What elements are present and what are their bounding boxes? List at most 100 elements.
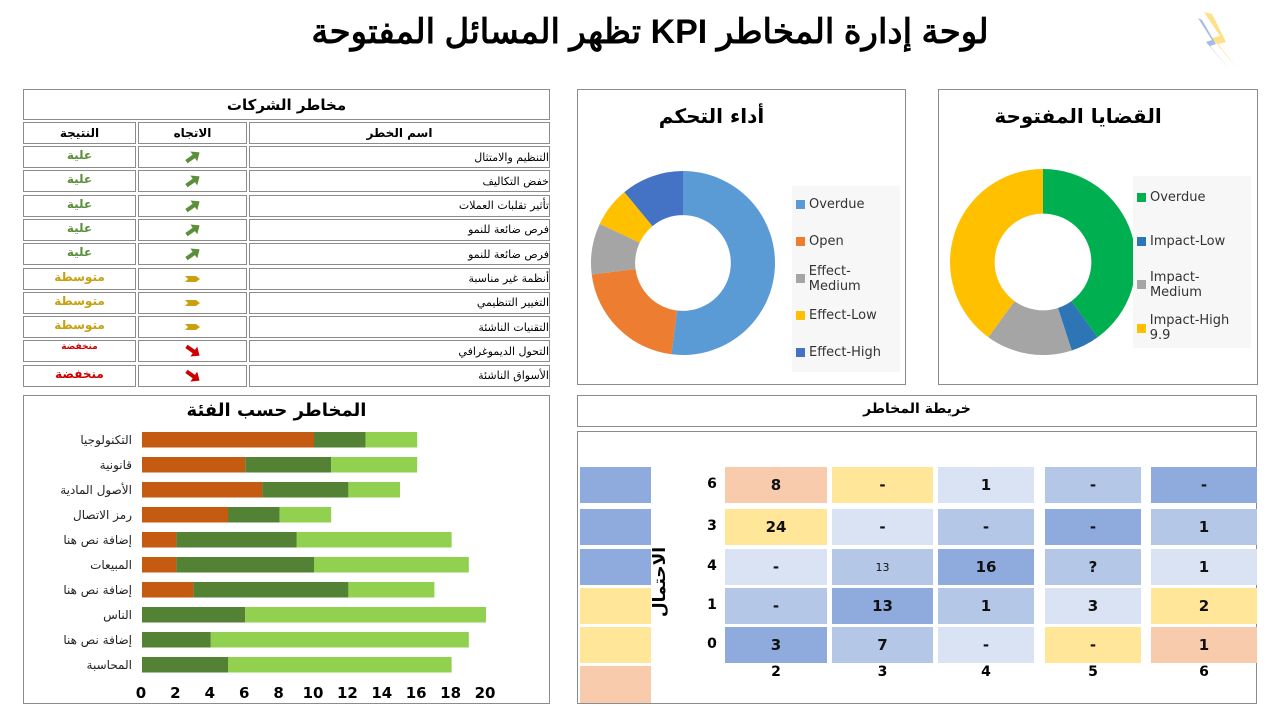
risk-map-title: خريطة المخاطر [863,401,971,417]
page-title: لوحة إدارة المخاطر KPI تظهر المسائل المف… [311,13,989,51]
legend-item: Open [792,223,900,260]
bar-segment [142,457,246,473]
risk-table-title: مخاطر الشركات [23,89,550,120]
heatmap-cell: 2 [1151,588,1257,624]
bar-segment [176,532,297,548]
legend-label: Effect-Medium [808,263,861,294]
trend-cell [138,316,247,339]
x-tick-label: 10 [303,684,324,702]
legend-label: Impact-High 9.9 [1149,313,1230,344]
result-value: منخفضة [23,364,136,387]
risk-map-title-box: خريطة المخاطر [577,395,1257,427]
bar-chart-title: المخاطر حسب الفئة [186,400,367,421]
heatmap-cell: ? [1045,549,1141,585]
trend-cell [138,267,247,290]
heatmap-cell: 24 [725,509,827,545]
bar-segment [314,432,366,448]
donut-slice [591,268,678,355]
trend-cell [138,146,247,168]
legend-label: Effect-High [809,345,881,360]
legend-item: Overdue [1133,176,1251,220]
risk-name: فرص ضائعة للنمو [249,243,550,266]
bar-segment [228,657,452,673]
heatmap-cell: - [832,509,933,545]
trend-cell [138,170,247,193]
bar-segment [331,457,418,473]
legend-item: Effect-Low [792,297,900,334]
heatmap-cell: - [1045,467,1141,503]
bar-segment [142,532,177,548]
legend-swatch [580,666,651,703]
bar-segment [176,557,314,573]
trend-up-arrow-icon [184,224,200,237]
legend-swatch [580,588,651,624]
heatmap-cell: 1 [1151,627,1257,663]
bar-segment [348,482,400,498]
legend-item: Impact-Medium [1133,263,1251,307]
category-label: التكنولوجيا [80,433,132,448]
risk-name: التغيير التنظيمي [249,291,550,314]
legend-item: Impact-Low [1133,220,1251,264]
row-label: 1 [707,597,717,613]
result-value: منخفضة [23,340,136,363]
bar-chart: التكنولوجيا قانونية الأصول المادية رمز الات… [60,432,496,702]
control-performance-donut [591,171,775,355]
legend-item: Effect-High [792,334,900,371]
column-header-result: النتيجة [23,122,136,144]
heatmap-cell: 3 [1045,588,1141,624]
heatmap-cell: 8 [725,467,827,503]
risk-name: أنظمة غير مناسبة [249,267,550,290]
legend-swatch [796,311,805,320]
trend-cell [138,194,247,217]
risk-name: التحول الديموغرافي [249,340,550,363]
lightning-icon [1198,12,1238,70]
bar-segment [142,632,211,648]
donut-slice [624,171,683,227]
risk-map-panel: الاحتمال 6 3 4 1 0 2 3 4 5 6 8-1- -24- - -1-13 16? 1-13… [577,431,1257,704]
row-label: 6 [707,476,717,492]
heatmap-cell: 7 [832,627,933,663]
trend-cell [138,218,247,241]
category-label: رمز الاتصال [73,508,132,523]
donut-slice [988,301,1072,355]
x-tick-label: 18 [440,684,461,702]
legend-label: Overdue [809,197,865,212]
heatmap-cell: 13 [832,549,933,585]
bar-segment [210,632,469,648]
bar-segment [193,582,349,598]
risk-name: التنظيم والامتثال [249,146,550,168]
heatmap-cell: 1 [938,588,1034,624]
column-label: 5 [1088,664,1098,680]
donut-slice [1057,301,1098,351]
bar-segment [314,557,469,573]
category-label: قانونية [100,458,132,473]
legend-swatch [580,509,651,545]
donut-slice [591,223,640,275]
category-label: الناس [103,608,132,623]
heatmap-cell: - [725,588,827,624]
bar-segment [142,582,194,598]
result-value: علية [23,170,136,193]
risks-by-category-panel: المخاطر حسب الفئة التكنولوجيا قانونية الأص… [23,395,550,704]
bar-segment [245,457,332,473]
risk-name: التقنيات الناشئة [249,316,550,339]
donut1-legend: Overdue Open Effect-Medium Effect-Low Effect… [792,186,900,372]
column-label: 3 [877,664,888,680]
bar-segment [142,657,228,673]
trend-up-arrow-icon [184,151,200,164]
heatmap-cell: - [938,627,1034,663]
row-label: 4 [707,558,717,574]
likelihood-axis-label: الاحتمال [650,546,670,618]
legend-swatch [580,627,651,663]
x-tick-label: 20 [475,684,496,702]
trend-cell [138,243,247,266]
heatmap-cell: - [725,549,827,585]
x-tick-label: 12 [337,684,358,702]
heatmap-cell: - [1045,627,1141,663]
risk-name: فرص ضائعة للنمو [249,218,550,241]
trend-cell [138,291,247,314]
bar-segment [365,432,418,448]
row-label: 0 [707,636,717,652]
bar-segment [348,582,435,598]
bar-segment [279,507,332,523]
